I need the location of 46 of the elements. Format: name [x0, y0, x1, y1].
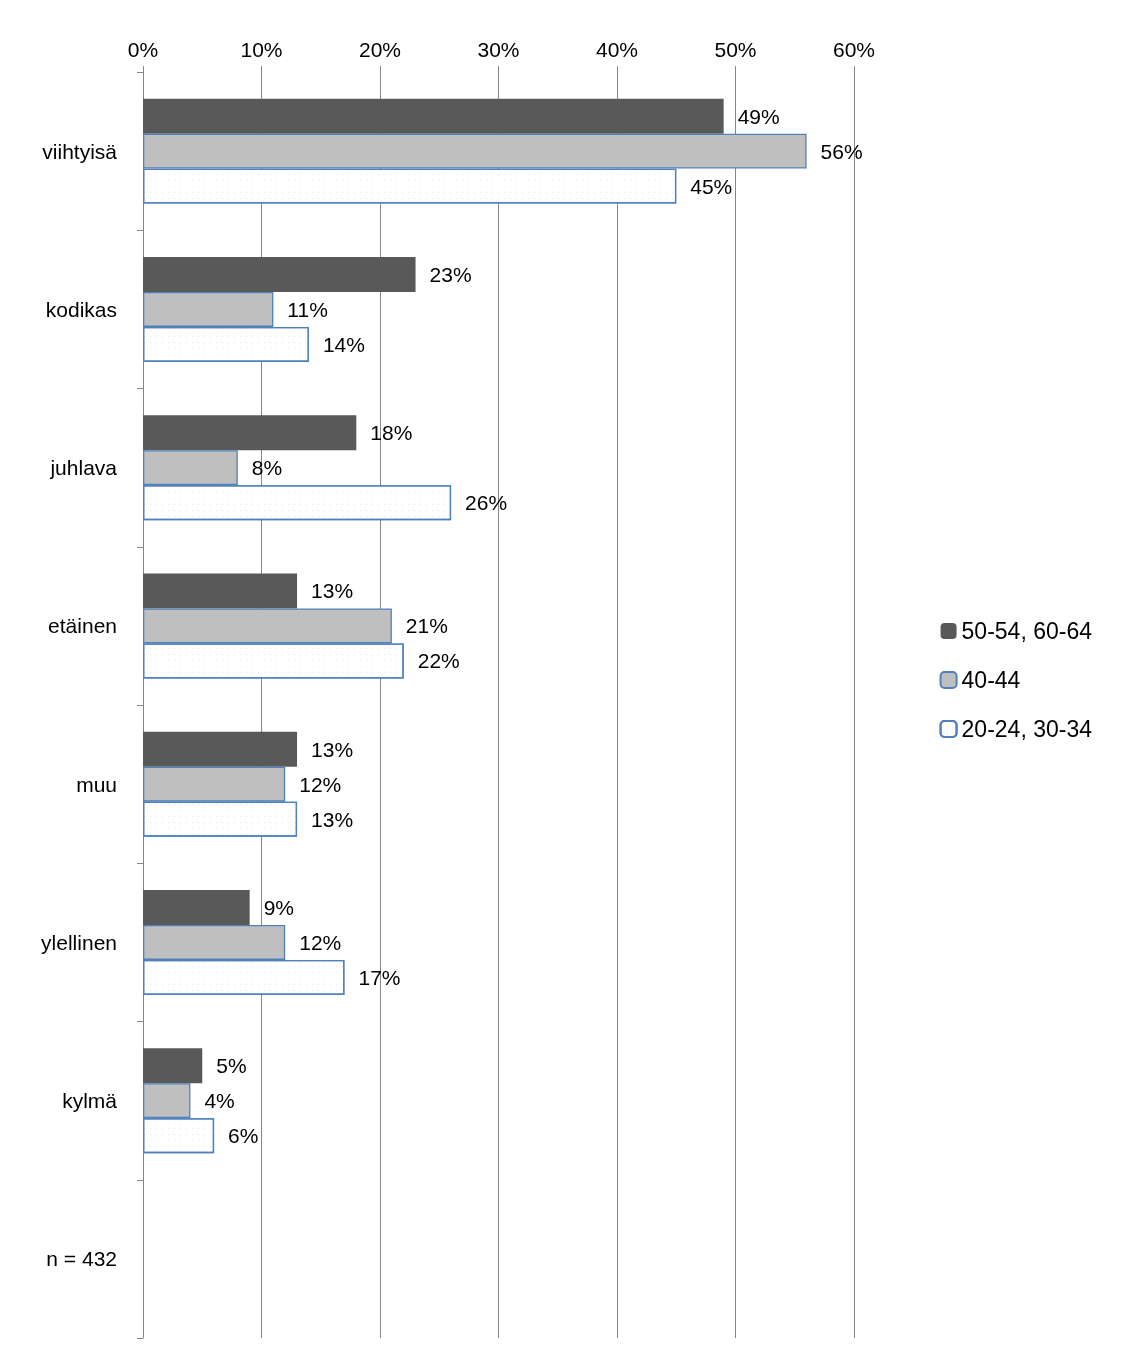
data-label: 14%	[322, 332, 365, 356]
y-tick-label: muu	[76, 772, 117, 796]
y-tick-label: viihtyisä	[42, 139, 118, 163]
data-label: 13%	[311, 737, 354, 761]
data-label: 5%	[216, 1054, 247, 1078]
bar	[143, 1048, 203, 1084]
data-label: 49%	[737, 104, 780, 128]
x-tick-label: 50%	[714, 38, 757, 61]
data-label: 22%	[417, 649, 460, 673]
data-label: 13%	[311, 579, 354, 603]
x-tick-label: 10%	[240, 38, 283, 61]
bar	[143, 889, 250, 925]
bar	[143, 573, 298, 609]
data-label: 45%	[690, 174, 733, 198]
data-label: 12%	[299, 930, 342, 954]
x-tick-label: 20%	[358, 38, 402, 61]
x-tick-label: 30%	[477, 38, 520, 61]
data-label: 13%	[311, 807, 354, 831]
data-label: 18%	[370, 421, 413, 445]
bar	[143, 731, 298, 767]
y-tick-label: etäinen	[48, 614, 117, 638]
y-tick-label: juhlava	[49, 456, 118, 480]
data-label: 9%	[263, 895, 295, 919]
data-label: 12%	[299, 772, 342, 796]
y-tick-label: ylellinen	[41, 930, 117, 954]
bar	[143, 415, 357, 451]
legend-label: 40-44	[961, 667, 1021, 693]
y-tick-label: kylmä	[62, 1089, 118, 1113]
data-label: 21%	[405, 614, 448, 638]
legend-label: 20-24, 30-34	[961, 716, 1093, 742]
data-label: 17%	[358, 965, 401, 989]
data-label: 6%	[228, 1124, 259, 1148]
legend-label: 50-54, 60-64	[961, 618, 1093, 644]
x-tick-label: 60%	[832, 38, 876, 61]
x-tick-label: 40%	[595, 38, 639, 61]
bar	[143, 256, 416, 292]
data-label: 23%	[429, 262, 472, 286]
data-label: 56%	[820, 139, 863, 163]
data-label: 11%	[287, 297, 328, 321]
data-label: 4%	[204, 1089, 235, 1113]
data-label: 26%	[465, 491, 508, 515]
x-tick-label: 0%	[127, 38, 159, 61]
y-tick-label: n = 432	[46, 1247, 117, 1271]
y-tick-label: kodikas	[45, 297, 117, 321]
bar	[143, 98, 724, 134]
data-label: 8%	[251, 456, 283, 480]
